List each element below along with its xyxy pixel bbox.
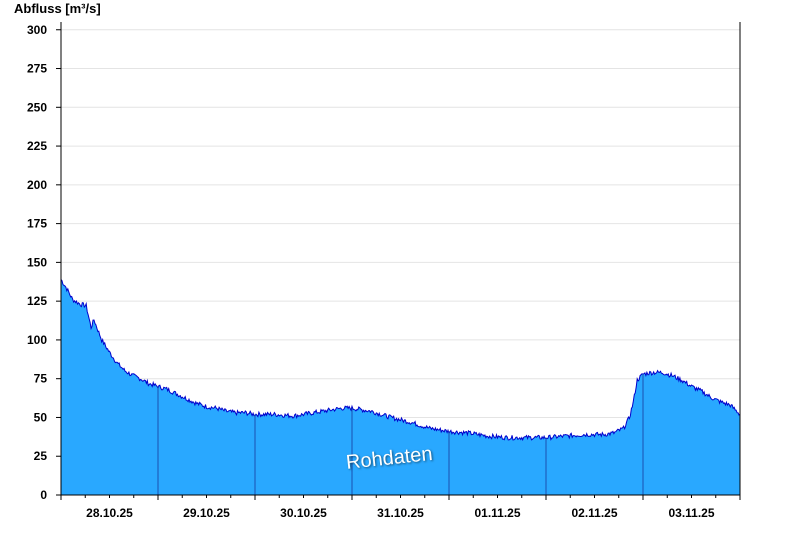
y-tick-label-100: 100 <box>27 333 47 347</box>
y-tick-label-300: 300 <box>27 23 47 37</box>
discharge-line <box>60 279 741 442</box>
data-area <box>60 279 741 495</box>
y-tick-label-225: 225 <box>27 139 47 153</box>
y-tick-label-250: 250 <box>27 100 47 114</box>
y-axis-label: Abfluss [m³/s] <box>14 1 101 16</box>
y-tick-label-25: 25 <box>34 449 48 463</box>
y-tick-label-125: 125 <box>27 294 47 308</box>
x-tick-label-03.11.25: 03.11.25 <box>668 506 714 520</box>
x-tick-label-30.10.25: 30.10.25 <box>280 506 327 520</box>
x-tick-label-28.10.25: 28.10.25 <box>86 506 133 520</box>
x-tick-label-29.10.25: 29.10.25 <box>183 506 230 520</box>
discharge-area <box>61 279 740 495</box>
y-tick-label-275: 275 <box>27 62 47 76</box>
y-ticks: 0 25 50 75 100 125 150 175 200 225 250 275 300 <box>27 23 61 502</box>
y-tick-label-175: 175 <box>27 217 47 231</box>
day-boundaries <box>157 374 644 495</box>
x-tick-label-31.10.25: 31.10.25 <box>377 506 424 520</box>
x-tick-label-02.11.25: 02.11.25 <box>571 506 617 520</box>
y-tick-label-200: 200 <box>27 178 47 192</box>
y-tick-label-0: 0 <box>40 488 47 502</box>
y-tick-label-75: 75 <box>34 372 48 386</box>
y-tick-label-150: 150 <box>27 255 47 269</box>
y-tick-label-50: 50 <box>34 410 48 424</box>
x-ticks: 28.10.25 29.10.25 30.10.25 31.10.25 01.11.25… <box>60 495 741 520</box>
x-tick-label-01.11.25: 01.11.25 <box>474 506 520 520</box>
